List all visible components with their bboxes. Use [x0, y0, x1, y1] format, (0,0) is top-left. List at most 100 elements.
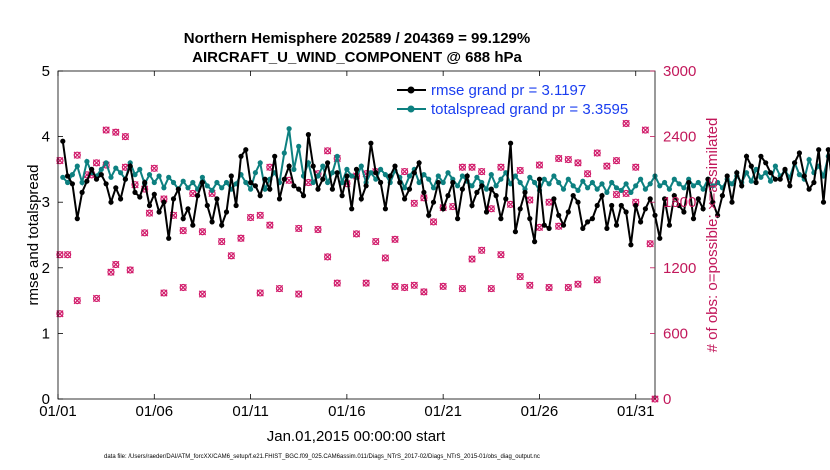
rmse-point [464, 173, 470, 179]
rmse-point [483, 209, 490, 215]
totalspread-point [556, 179, 562, 186]
plot-marks [56, 119, 830, 403]
rmse-point [209, 219, 215, 225]
rmse-point [397, 179, 403, 186]
totalspread-point [493, 183, 499, 189]
y-right-tick-label: 3000 [663, 63, 696, 80]
obs-possible-marker [92, 159, 101, 167]
obs-possible-marker [237, 234, 245, 242]
obs-possible-marker [478, 167, 486, 176]
obs-assimilated-marker [275, 284, 284, 293]
rmse-point [594, 202, 600, 209]
obs-possible-marker [218, 237, 226, 246]
obs-possible-marker [497, 251, 505, 259]
obs-assimilated-marker [439, 282, 447, 291]
rmse-point [493, 193, 499, 199]
obs-possible-marker [56, 157, 64, 165]
rmse-point [787, 183, 793, 189]
rmse-point [724, 173, 730, 179]
rmse-point [325, 160, 331, 166]
obs-assimilated-marker [429, 218, 438, 226]
y-left-tick-label: 4 [42, 129, 50, 146]
obs-assimilated-marker [256, 211, 264, 219]
totalspread-point [474, 174, 480, 180]
totalspread-point [628, 189, 634, 195]
rmse-point [69, 181, 75, 187]
obs-possible-marker [160, 289, 168, 297]
rmse-point [296, 186, 302, 192]
rmse-point [122, 176, 128, 182]
obs-possible-marker [583, 170, 592, 178]
obs-assimilated-marker [478, 167, 486, 176]
obs-possible-marker [189, 189, 197, 198]
rmse-point [585, 219, 591, 225]
totalspread-point [618, 187, 624, 193]
obs-assimilated-marker [516, 272, 524, 281]
rmse-point [695, 196, 701, 202]
rmse-point [142, 179, 148, 186]
rmse-point [118, 196, 124, 202]
totalspread-point [118, 170, 124, 176]
obs-possible-marker [545, 198, 553, 206]
rmse-point [344, 173, 350, 179]
obs-assimilated-marker [391, 282, 399, 291]
rmse-point [767, 170, 774, 176]
totalspread-point [214, 179, 220, 186]
obs-possible-marker [429, 218, 438, 226]
rmse-point [89, 166, 95, 172]
totalspread-point [156, 173, 162, 179]
totalspread-point [166, 174, 172, 180]
rmse-point [257, 193, 263, 199]
obs-assimilated-marker [487, 284, 495, 293]
totalspread-point [185, 185, 191, 191]
rmse-point [373, 170, 379, 176]
totalspread-point [430, 185, 437, 191]
totalspread-point [445, 170, 451, 176]
obs-assimilated-marker [458, 163, 467, 171]
totalspread-point [69, 172, 75, 178]
totalspread-point [666, 186, 673, 192]
obs-possible-marker [246, 213, 255, 222]
obs-possible-marker [352, 230, 361, 238]
rmse-point [690, 216, 697, 222]
obs-assimilated-marker [179, 227, 187, 235]
obs-possible-marker [545, 283, 553, 292]
rmse-point [238, 153, 244, 159]
rmse-point [729, 199, 735, 205]
rmse-point [758, 153, 764, 159]
rmse-point [748, 163, 754, 169]
totalspread-point [161, 185, 167, 191]
rmse-point [743, 153, 750, 159]
obs-possible-marker [179, 227, 187, 235]
rmse-point [589, 216, 596, 222]
totalspread-point [715, 179, 721, 186]
y-left-tick-label: 0 [42, 391, 50, 408]
obs-assimilated-marker [410, 199, 418, 207]
obs-possible-marker [468, 255, 476, 263]
obs-possible-marker [64, 251, 72, 259]
rmse-point [546, 225, 552, 231]
totalspread-point [320, 163, 326, 169]
obs-assimilated-marker [497, 251, 505, 259]
obs-assimilated-marker [372, 237, 380, 246]
rmse-point [613, 222, 620, 228]
rmse-point [459, 186, 465, 192]
obs-possible-marker [564, 155, 572, 164]
obs-assimilated-marker [381, 254, 390, 262]
obs-assimilated-marker [121, 132, 130, 141]
obs-possible-marker [410, 281, 418, 289]
obs-possible-marker [372, 237, 380, 246]
obs-assimilated-marker [112, 260, 120, 269]
totalspread-point [325, 179, 331, 186]
rmse-point [190, 222, 196, 228]
rmse-point [233, 202, 239, 209]
obs-assimilated-marker [564, 155, 572, 164]
totalspread-point [599, 181, 605, 187]
x-axis-label: Jan.01,2015 00:00:00 start [267, 428, 446, 445]
rmse-point [305, 132, 311, 138]
totalspread-point [382, 172, 388, 178]
obs-possible-marker [612, 190, 621, 199]
totalspread-point [575, 187, 581, 193]
rmse-point [387, 173, 393, 179]
obs-possible-marker [198, 228, 207, 236]
